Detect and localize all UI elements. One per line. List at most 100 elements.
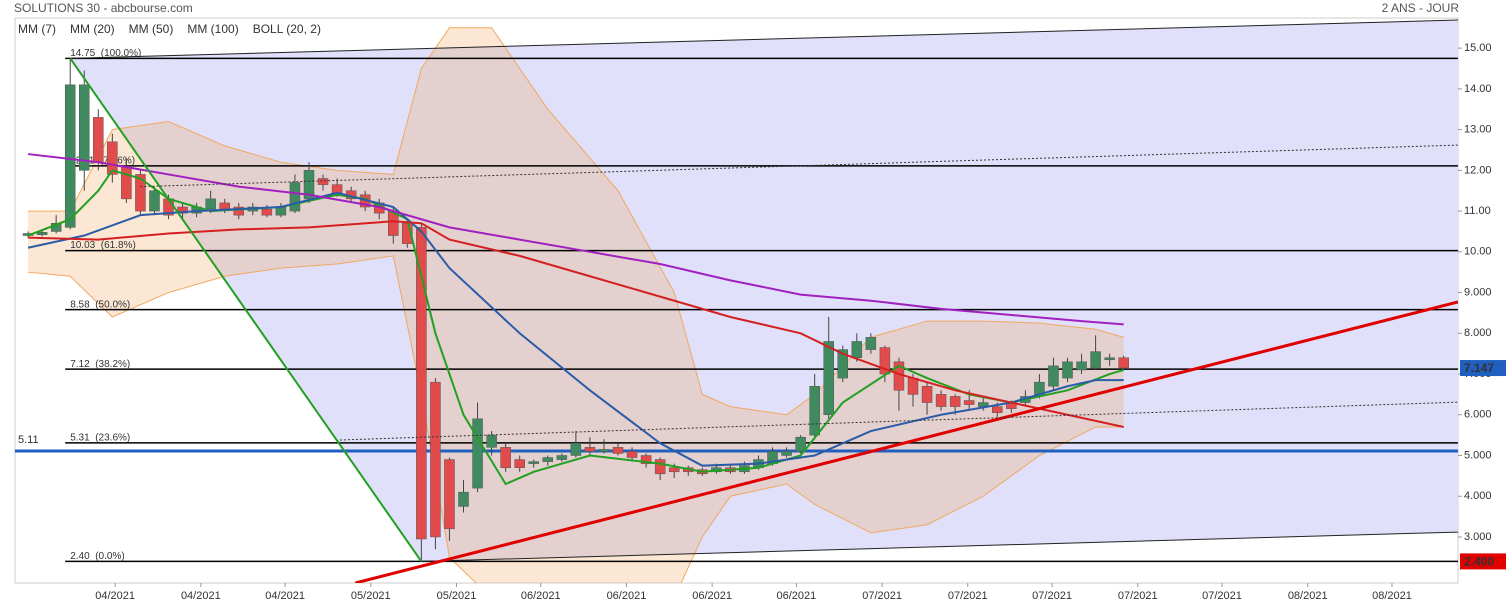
price-tag-label: 7.147	[1464, 361, 1494, 375]
candle-body	[795, 436, 806, 452]
axes: 5.113.0004.0005.0006.0007.0008.0009.0001…	[18, 42, 1506, 602]
x-tick-label: 07/2021	[1118, 590, 1158, 602]
trend-line	[339, 401, 1458, 441]
candle-body	[219, 202, 230, 210]
candle-body	[1048, 365, 1059, 387]
legend: MM (7) MM (20) MM (50) MM (100) BOLL (20, 2)	[18, 22, 321, 36]
candle-body	[261, 208, 273, 216]
candle-body	[317, 178, 329, 185]
y-tick-label: 13.00	[1464, 124, 1492, 136]
candle-body	[36, 232, 48, 235]
chart-subtitle: 2 ANS - JOUR	[1382, 1, 1460, 15]
chart-title: SOLUTIONS 30 - abcbourse.com	[14, 1, 193, 15]
x-tick-label: 08/2021	[1288, 590, 1328, 602]
x-tick-label: 05/2021	[437, 590, 477, 602]
legend-entry: MM (100)	[187, 22, 238, 36]
x-tick-label: 04/2021	[181, 590, 221, 602]
candle-body	[570, 443, 582, 456]
candle-body	[205, 198, 216, 210]
candle-body	[640, 455, 652, 464]
y-tick-label: 5.000	[1464, 449, 1492, 461]
y-tick-label: 12.00	[1464, 164, 1492, 176]
candle-body	[121, 166, 132, 200]
candle-body	[654, 459, 666, 475]
candle-body	[963, 400, 975, 405]
trend-line	[69, 57, 423, 562]
y-tick-label: 3.000	[1464, 531, 1492, 543]
y-tick-label: 4.000	[1464, 490, 1492, 502]
candle-body	[1090, 351, 1101, 369]
candle-body	[78, 84, 90, 171]
x-tick-label: 04/2021	[95, 590, 135, 602]
y-tick-label: 15.00	[1464, 42, 1492, 54]
candle-body	[851, 341, 863, 358]
x-tick-label: 06/2021	[777, 590, 817, 602]
x-tick-label: 04/2021	[265, 590, 305, 602]
candle-body	[626, 451, 638, 458]
candle-body	[289, 182, 301, 212]
trend-line	[421, 531, 1458, 562]
candle-body	[149, 190, 160, 212]
fib-label: 5.31 (23.6%)	[70, 433, 130, 444]
y-tick-label: 11.00	[1464, 205, 1491, 217]
candle-body	[1076, 361, 1087, 371]
y-tick-label: 9.000	[1464, 286, 1492, 298]
x-tick-label: 07/2021	[1202, 590, 1242, 602]
x-tick-label: 05/2021	[351, 590, 391, 602]
candle-body	[1062, 361, 1073, 379]
candle-body	[837, 349, 849, 379]
moving-average	[28, 220, 1124, 428]
y-tick-label: 6.000	[1464, 409, 1492, 421]
candle-body	[458, 491, 469, 507]
support-label: 5.11	[18, 434, 39, 446]
x-tick-label: 07/2021	[948, 590, 988, 602]
candle-body	[444, 459, 455, 530]
candle-body	[486, 434, 497, 448]
candle-body	[598, 449, 610, 452]
x-tick-label: 07/2021	[862, 590, 902, 602]
x-tick-label: 07/2021	[1032, 590, 1072, 602]
bollinger-lower	[28, 255, 1124, 583]
candle-body	[64, 84, 76, 228]
candle-body	[542, 457, 554, 462]
y-tick-label: 10.00	[1464, 246, 1492, 258]
candle-body	[935, 394, 947, 407]
x-tick-label: 06/2021	[607, 590, 647, 602]
moving-average	[27, 169, 1124, 486]
candle-body	[584, 447, 596, 452]
candle-body	[612, 447, 624, 454]
bollinger-upper	[28, 27, 1124, 416]
moving-average	[27, 153, 1124, 326]
fib-label: 7.12 (38.2%)	[70, 359, 130, 370]
trend-line	[70, 19, 1458, 59]
legend-entry: MM (50)	[129, 22, 174, 36]
candle-body	[556, 455, 568, 460]
price-tag	[1460, 360, 1506, 377]
legend-entry: BOLL (20, 2)	[253, 22, 321, 36]
x-tick-label: 06/2021	[692, 590, 732, 602]
plot-layers: 14.75 (100.0%)12.11 (78.6%)10.03 (61.8%)…	[15, 19, 1458, 583]
legend-entry: MM (20)	[70, 22, 115, 36]
candle-body	[809, 385, 820, 436]
candle-body	[472, 418, 483, 489]
candle-body	[500, 447, 511, 468]
candle-body	[514, 459, 525, 468]
candle-body	[949, 396, 961, 407]
price-tag	[1460, 553, 1506, 570]
candle-body	[992, 406, 1003, 413]
candle-body	[921, 385, 933, 403]
trend-line	[354, 300, 1458, 583]
fib-label: 2.40 (0.0%)	[70, 551, 124, 562]
moving-average	[27, 191, 1124, 467]
candle-body	[865, 337, 877, 350]
price-tag-label: 2.400	[1464, 555, 1494, 569]
y-tick-label: 14.00	[1464, 83, 1492, 95]
candle-body	[823, 341, 834, 416]
candle-body	[177, 206, 188, 214]
candle-body	[135, 174, 146, 212]
candle-body	[668, 467, 680, 473]
candle-body	[331, 184, 343, 194]
legend-entry: MM (7)	[18, 22, 56, 36]
candle-body	[1104, 357, 1115, 361]
